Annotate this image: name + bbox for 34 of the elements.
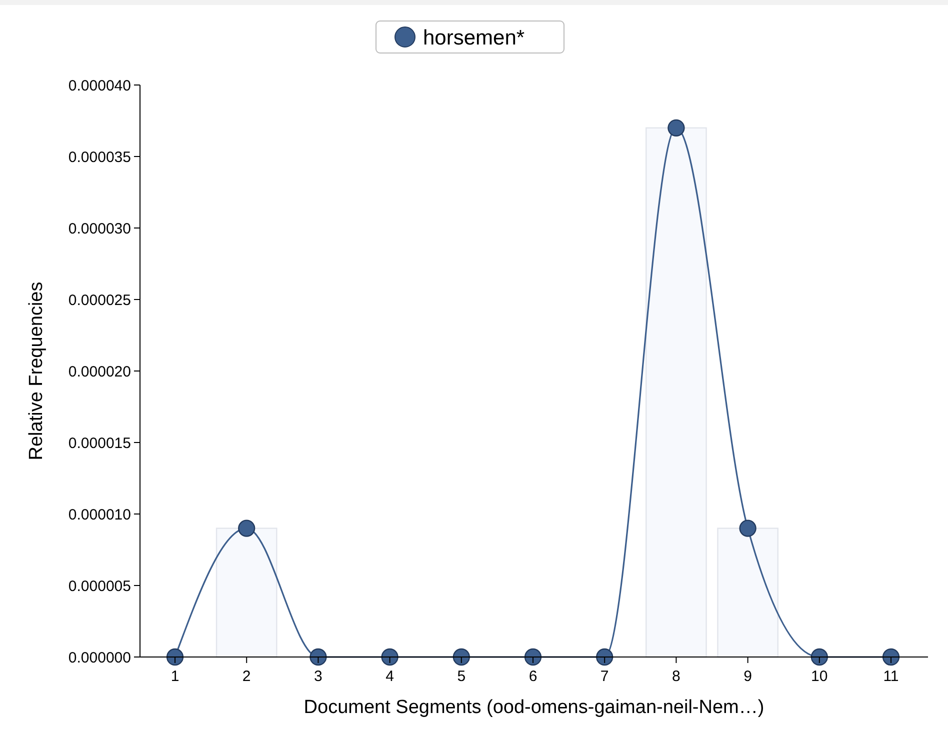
y-tick-label: 0.000030 xyxy=(68,220,131,238)
x-tick-label: 6 xyxy=(528,668,538,685)
legend-label: horsemen* xyxy=(423,26,525,50)
point xyxy=(310,648,327,666)
point xyxy=(381,648,398,666)
y-tick-label: 0.000020 xyxy=(68,363,131,380)
x-tick-label: 8 xyxy=(672,668,680,685)
y-tick-label: 0.000015 xyxy=(68,434,131,452)
point xyxy=(596,648,614,666)
y-tick-label: 0.000025 xyxy=(68,292,131,309)
point xyxy=(452,648,470,666)
point xyxy=(524,648,542,666)
point xyxy=(739,520,756,537)
point xyxy=(238,520,256,537)
y-tick-label: 0.000005 xyxy=(68,578,131,595)
x-tick-label: 3 xyxy=(314,668,322,685)
point xyxy=(810,648,828,666)
x-tick-label: 7 xyxy=(600,668,609,685)
x-tick-label: 5 xyxy=(457,668,466,685)
x-axis-title: Document Segments (ood-omens-gaiman-neil-Nem…) xyxy=(304,697,764,718)
point xyxy=(882,648,900,666)
point xyxy=(668,119,685,136)
x-tick-label: 11 xyxy=(883,668,899,685)
y-axis-title: Relative Frequencies xyxy=(26,282,47,460)
y-tick-label: 0.000000 xyxy=(68,649,131,666)
y-tick-label: 0.000040 xyxy=(68,77,131,94)
x-tick-label: 4 xyxy=(386,668,394,685)
y-tick-label: 0.000010 xyxy=(68,506,131,524)
x-tick-label: 10 xyxy=(811,668,828,685)
point xyxy=(166,648,184,666)
x-tick-label: 2 xyxy=(242,668,251,685)
x-tick-label: 9 xyxy=(744,668,752,685)
y-tick-label: 0.000035 xyxy=(68,148,131,166)
x-tick-label: 1 xyxy=(170,668,180,685)
